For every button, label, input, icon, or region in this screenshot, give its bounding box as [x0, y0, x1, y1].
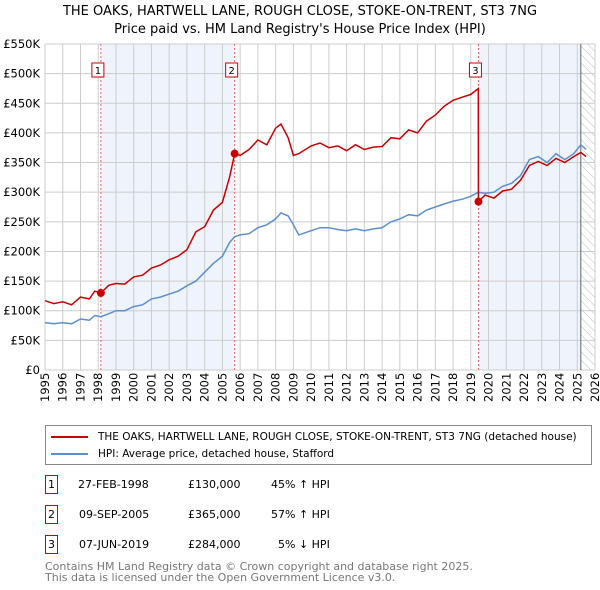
y-tick-label: £50K — [11, 333, 41, 347]
x-tick-label: 2026 — [588, 373, 600, 402]
title-line-1: THE OAKS, HARTWELL LANE, ROUGH CLOSE, ST… — [62, 4, 538, 19]
sale-price: £365,000 — [188, 508, 241, 521]
footer: Contains HM Land Registry data © Crown c… — [45, 561, 473, 583]
x-tick-label: 2020 — [482, 373, 496, 402]
x-tick-label: 2016 — [411, 373, 425, 402]
x-tick-label: 2008 — [269, 373, 283, 402]
x-tick-label: 2009 — [286, 373, 300, 402]
y-tick-label: £150K — [3, 274, 40, 288]
x-tick-label: 2014 — [375, 373, 389, 402]
y-tick-label: £350K — [3, 156, 40, 170]
footer-copyright: Contains HM Land Registry data © Crown c… — [45, 560, 473, 573]
sale-label-box — [225, 62, 239, 78]
x-tick-label: 2005 — [215, 373, 229, 402]
sale-date: 27-FEB-1998 — [78, 478, 149, 491]
x-tick-label: 1999 — [109, 373, 123, 402]
x-tick-label: 2000 — [127, 373, 141, 402]
sale-price: £284,000 — [188, 538, 241, 551]
x-tick-label: 2010 — [304, 373, 318, 402]
sale-point — [96, 288, 105, 297]
sale-number-badge: 1 — [45, 475, 58, 494]
x-tick-label: 2024 — [553, 373, 567, 402]
x-tick-label: 2003 — [180, 373, 194, 402]
sale-point — [474, 197, 483, 206]
legend-label: HPI: Average price, detached house, Staf… — [98, 448, 335, 460]
x-tick-label: 1997 — [73, 373, 87, 402]
forecast-hatch — [580, 44, 595, 370]
sale-number-badge: 2 — [45, 505, 58, 524]
sale-number-badge: 3 — [45, 535, 58, 554]
footer-licence: This data is licensed under the Open Gov… — [45, 571, 396, 584]
hpi-line — [44, 143, 587, 325]
x-tick-label: 2018 — [446, 373, 460, 402]
sale-row: 3 07-JUN-2019 £284,000 5% ↓ HPI — [45, 535, 445, 555]
y-tick-label: £200K — [3, 244, 40, 258]
x-tick-label: 2023 — [535, 373, 549, 402]
x-tick-label: 2025 — [570, 373, 584, 402]
property-price-line — [44, 86, 587, 306]
chart-title: THE OAKS, HARTWELL LANE, ROUGH CLOSE, ST… — [0, 3, 600, 39]
x-tick-label: 2012 — [340, 373, 354, 402]
chart-legend: THE OAKS, HARTWELL LANE, ROUGH CLOSE, ST… — [45, 425, 592, 465]
x-tick-label: 2006 — [233, 373, 247, 402]
sale-price: £130,000 — [188, 478, 241, 491]
x-tick-label: 2022 — [517, 373, 531, 402]
x-tick-label: 2015 — [393, 373, 407, 402]
sale-hpi-diff: 57% ↑ HPI — [271, 508, 330, 521]
x-tick-label: 2004 — [198, 373, 212, 402]
sale-row: 2 09-SEP-2005 £365,000 57% ↑ HPI — [45, 505, 445, 525]
x-tick-label: 2019 — [464, 373, 478, 402]
y-tick-label: £0 — [25, 363, 40, 377]
sale-date: 07-JUN-2019 — [79, 538, 150, 551]
blue-line-swatch — [51, 453, 88, 455]
x-tick-label: 2013 — [357, 373, 371, 402]
title-line-2: Price paid vs. HM Land Registry's House … — [114, 22, 486, 37]
sale-label-box — [468, 62, 482, 78]
legend-item-hpi: HPI: Average price, detached house, Staf… — [51, 448, 334, 460]
x-tick-label: 2021 — [499, 373, 513, 402]
sale-label: 3 — [472, 66, 478, 77]
sale-point — [230, 149, 239, 158]
ownership-period-shade — [478, 44, 581, 370]
x-tick-label: 2002 — [162, 373, 176, 402]
ownership-period-shade — [100, 44, 235, 370]
x-tick-label: 1996 — [56, 373, 70, 402]
y-tick-label: £550K — [3, 37, 40, 51]
x-tick-label: 1995 — [38, 373, 52, 402]
sale-label: 2 — [228, 66, 234, 77]
y-tick-label: £100K — [3, 304, 40, 318]
x-tick-label: 2007 — [251, 373, 265, 402]
sale-hpi-diff: 5% ↓ HPI — [278, 538, 330, 551]
sale-hpi-diff: 45% ↑ HPI — [271, 478, 330, 491]
x-tick-label: 2011 — [322, 373, 336, 402]
y-tick-label: £450K — [3, 96, 40, 110]
sale-label-box — [91, 62, 105, 78]
sale-row: 1 27-FEB-1998 £130,000 45% ↑ HPI — [45, 475, 445, 495]
legend-label: THE OAKS, HARTWELL LANE, ROUGH CLOSE, ST… — [98, 431, 577, 443]
y-tick-label: £500K — [3, 67, 40, 81]
x-tick-label: 2001 — [144, 373, 158, 402]
y-tick-label: £400K — [3, 126, 40, 140]
sale-label: 1 — [95, 66, 101, 77]
sale-date: 09-SEP-2005 — [79, 508, 150, 521]
red-line-swatch — [51, 436, 88, 438]
y-tick-label: £250K — [3, 215, 40, 229]
x-tick-label: 2017 — [428, 373, 442, 402]
legend-item-property: THE OAKS, HARTWELL LANE, ROUGH CLOSE, ST… — [51, 431, 577, 443]
price-chart: 1995 1996 1997 1998 1999 2000 2001 2002 2003 2004… — [3, 37, 600, 402]
x-tick-label: 1998 — [91, 373, 105, 402]
y-tick-label: £300K — [3, 185, 40, 199]
